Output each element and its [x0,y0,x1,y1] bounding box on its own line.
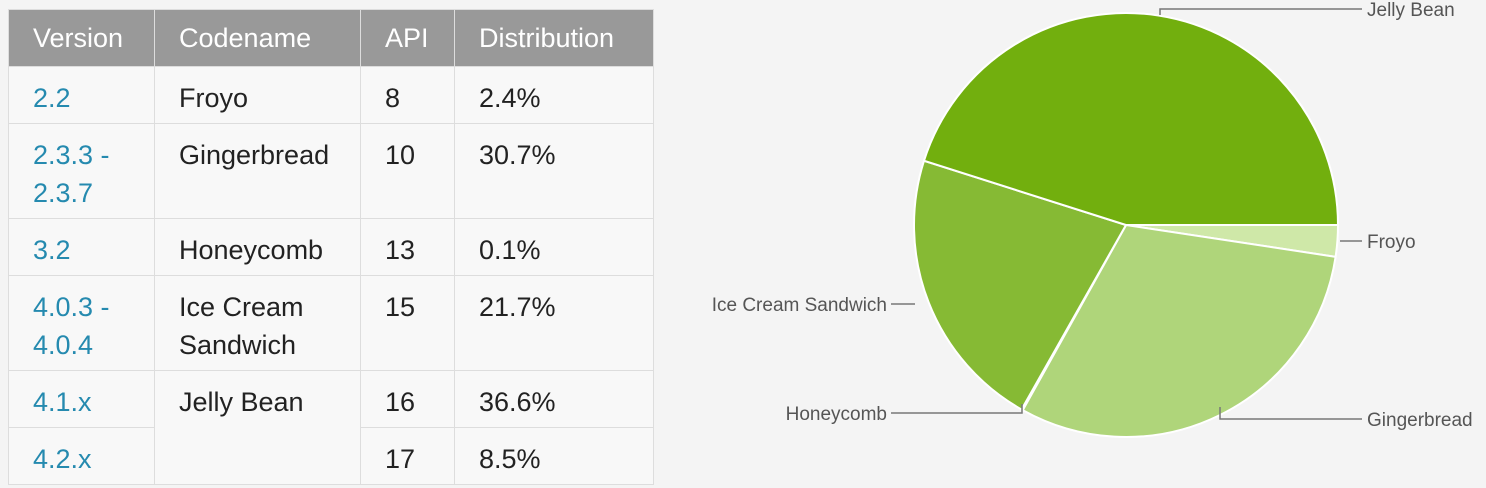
distribution-cell: 2.4% [454,66,654,124]
codename-text: Gingerbread [179,140,330,170]
header-codename: Codename [154,9,361,67]
codename-text: Froyo [179,83,249,113]
version-text[interactable]: 4.2.x [33,444,92,474]
table-header-row: Version Codename API Distribution [8,9,654,67]
header-api: API [360,9,455,67]
api-cell: 17 [360,427,455,485]
version-text[interactable]: 4.0.3 - [33,292,110,322]
api-cell: 13 [360,218,455,276]
table-row: 4.2.x 17 8.5% [8,427,654,485]
pie-slice-jelly-bean [922,12,1340,226]
table-row: 4.1.x Jelly Bean 16 36.6% [8,370,654,485]
slice-label: Froyo [1367,232,1416,253]
distribution-cell: 0.1% [454,218,654,276]
version-cell[interactable]: 3.2 [8,218,155,276]
table-row: 4.0.3 - 4.0.4 Ice Cream Sandwich 15 21.7% [8,275,654,371]
header-distribution: Distribution [454,9,654,67]
distribution-cell: 36.6% [454,370,654,428]
leader-line [1159,8,1362,15]
leader-line [891,404,1023,414]
version-text[interactable]: 4.0.4 [33,330,94,360]
pie-slice-ice-cream-sandwich [913,159,1128,411]
version-text[interactable]: 2.3.7 [33,178,94,208]
header-version: Version [8,9,155,67]
version-text[interactable]: 3.2 [33,235,71,265]
table-row: 2.2 Froyo 8 2.4% [8,66,654,124]
slice-label: Ice Cream Sandwich [712,295,887,316]
leader-line [1219,407,1362,420]
api-cell: 15 [360,275,455,371]
version-text[interactable]: 2.2 [33,83,71,113]
version-cell[interactable]: 4.1.x [8,370,155,428]
distribution-cell: 21.7% [454,275,654,371]
codename-text: Honeycomb [179,235,324,265]
codename-cell: Ice Cream Sandwich [154,275,361,371]
api-cell: 8 [360,66,455,124]
distribution-table: Version Codename API Distribution 2.2 Fr… [8,9,654,485]
distribution-pie-chart: Froyo Gingerbread Honeycomb Ice Cream Sandw… [712,0,1473,438]
api-cell: 16 [360,370,455,428]
table-row: 3.2 Honeycomb 13 0.1% [8,218,654,276]
version-text[interactable]: 4.1.x [33,387,92,417]
codename-text: Sandwich [179,330,297,360]
slice-label: Gingerbread [1367,410,1473,431]
codename-cell: Froyo [154,66,361,124]
codename-cell: Jelly Bean [154,370,361,485]
codename-cell: Honeycomb [154,218,361,276]
codename-text: Jelly Bean [179,387,304,417]
table-row: 2.3.3 - 2.3.7 Gingerbread 10 30.7% [8,123,654,219]
distribution-cell: 8.5% [454,427,654,485]
slice-label: Honeycomb [786,404,887,425]
codename-cell: Gingerbread [154,123,361,219]
version-cell[interactable]: 2.3.3 - 2.3.7 [8,123,155,219]
slice-label: Jelly Bean [1367,0,1455,21]
distribution-cell: 30.7% [454,123,654,219]
version-cell[interactable]: 4.0.3 - 4.0.4 [8,275,155,371]
codename-text: Ice Cream [179,292,304,322]
version-cell[interactable]: 4.2.x [8,427,155,485]
api-cell: 10 [360,123,455,219]
version-cell[interactable]: 2.2 [8,66,155,124]
version-text[interactable]: 2.3.3 - [33,140,110,170]
